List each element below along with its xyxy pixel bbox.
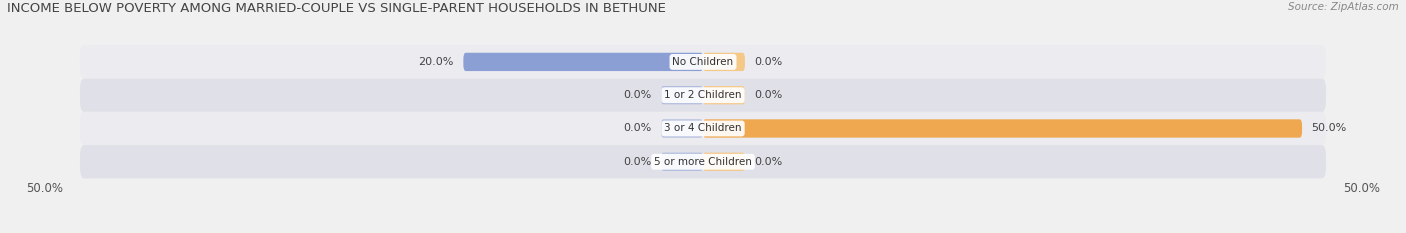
FancyBboxPatch shape <box>661 119 703 138</box>
FancyBboxPatch shape <box>703 86 745 104</box>
FancyBboxPatch shape <box>80 112 1326 145</box>
Text: 0.0%: 0.0% <box>623 90 651 100</box>
Text: 50.0%: 50.0% <box>1343 182 1379 195</box>
Text: 0.0%: 0.0% <box>623 123 651 134</box>
FancyBboxPatch shape <box>703 119 1302 138</box>
FancyBboxPatch shape <box>464 53 703 71</box>
FancyBboxPatch shape <box>80 45 1326 79</box>
Text: No Children: No Children <box>672 57 734 67</box>
Text: 5 or more Children: 5 or more Children <box>654 157 752 167</box>
Text: 20.0%: 20.0% <box>419 57 454 67</box>
FancyBboxPatch shape <box>661 86 703 104</box>
Text: 0.0%: 0.0% <box>755 57 783 67</box>
Text: 3 or 4 Children: 3 or 4 Children <box>664 123 742 134</box>
Text: 50.0%: 50.0% <box>1312 123 1347 134</box>
Text: INCOME BELOW POVERTY AMONG MARRIED-COUPLE VS SINGLE-PARENT HOUSEHOLDS IN BETHUNE: INCOME BELOW POVERTY AMONG MARRIED-COUPL… <box>7 2 666 15</box>
FancyBboxPatch shape <box>80 79 1326 112</box>
Text: 0.0%: 0.0% <box>755 90 783 100</box>
FancyBboxPatch shape <box>703 153 745 171</box>
FancyBboxPatch shape <box>703 53 745 71</box>
Text: Source: ZipAtlas.com: Source: ZipAtlas.com <box>1288 2 1399 12</box>
Text: 0.0%: 0.0% <box>623 157 651 167</box>
Text: 1 or 2 Children: 1 or 2 Children <box>664 90 742 100</box>
FancyBboxPatch shape <box>661 153 703 171</box>
Text: 0.0%: 0.0% <box>755 157 783 167</box>
Text: 50.0%: 50.0% <box>27 182 63 195</box>
FancyBboxPatch shape <box>80 145 1326 178</box>
